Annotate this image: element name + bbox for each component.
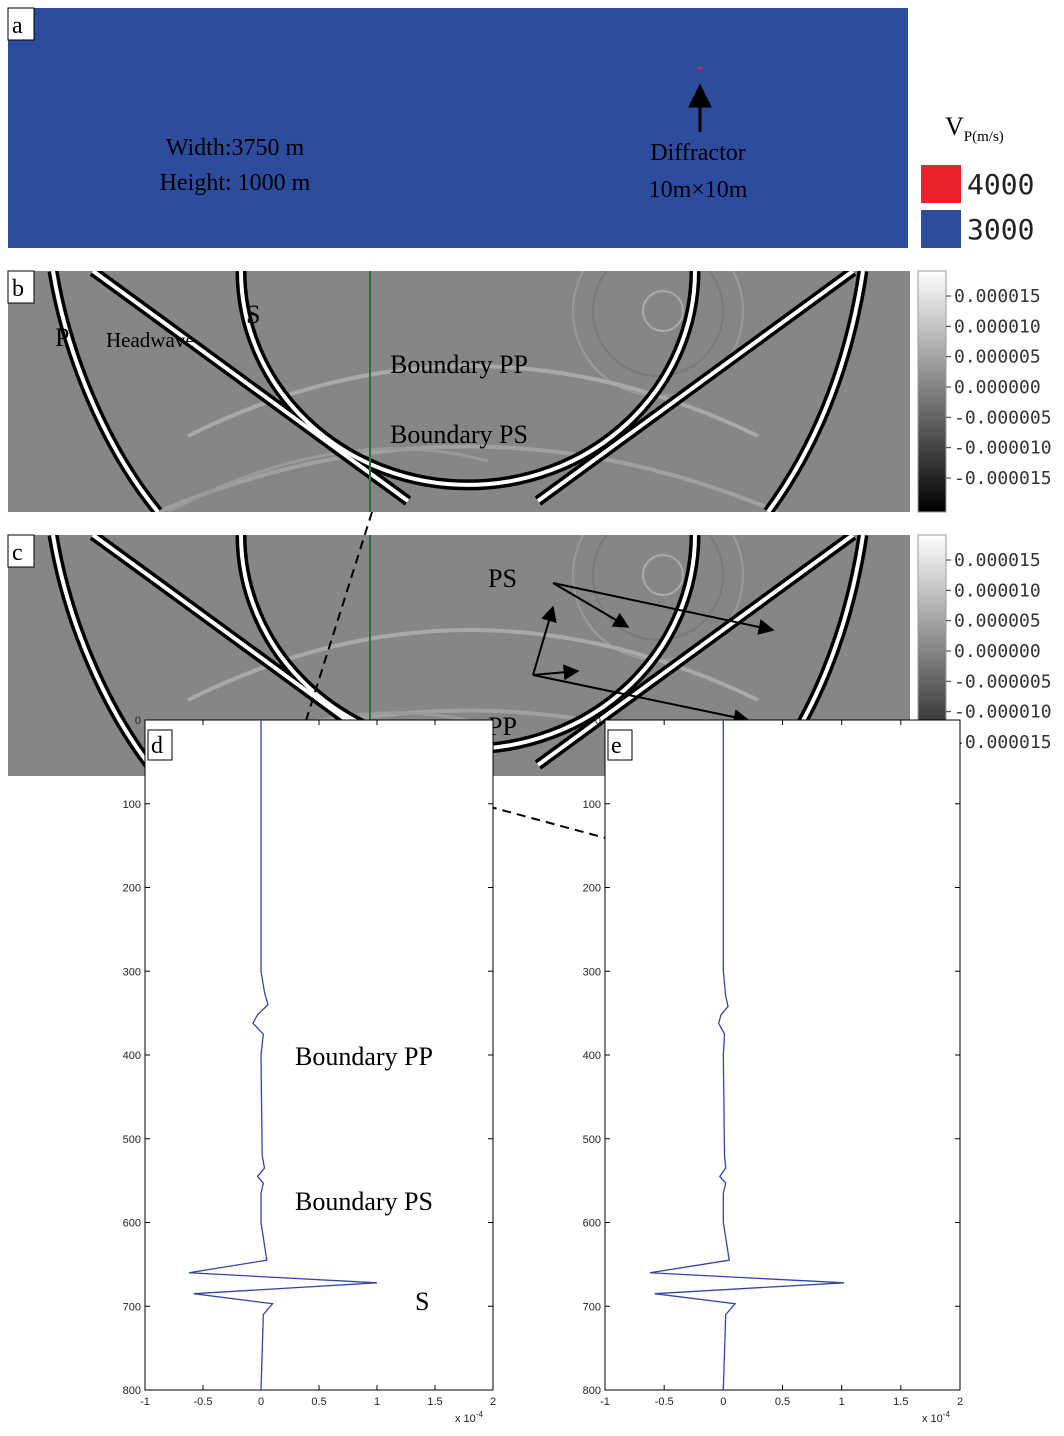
x-tick-label: -0.5 [655, 1396, 674, 1408]
legend-swatch [921, 210, 961, 248]
y-tick-label: 400 [583, 1050, 601, 1062]
annotation: Boundary PS [295, 1187, 433, 1216]
label-box [607, 729, 633, 761]
colorbar-tick-label: 0.000015 [954, 286, 1041, 307]
arrows [532, 582, 775, 725]
legend-title-main: V [945, 112, 964, 141]
colorbar [917, 270, 947, 513]
label-box [7, 534, 35, 568]
x-multiplier: x 10-4 [922, 1410, 950, 1425]
legend: 4000 3000 [921, 165, 1034, 248]
colorbar-tick-label: -0.000015 [954, 468, 1052, 489]
colorbar-tick-label: 0.000005 [954, 347, 1041, 368]
colorbar-tick-label: -0.000010 [954, 438, 1052, 459]
y-tick-label: 200 [583, 883, 601, 895]
label-box [147, 729, 173, 761]
y-tick-label: 0 [135, 715, 141, 727]
x-tick-label: 2 [957, 1396, 963, 1408]
x-tick-label: 0.5 [311, 1396, 326, 1408]
y-tick-label: 300 [583, 966, 601, 978]
colorbar-tick-label: 0.000000 [954, 377, 1041, 398]
annotation: Boundary PP [390, 350, 528, 379]
y-tick-label: 500 [583, 1134, 601, 1146]
x-tick-label: 1.5 [893, 1396, 908, 1408]
annotation: Diffractor [650, 140, 746, 166]
x-tick-label: 1.5 [427, 1396, 442, 1408]
y-tick-label: 700 [123, 1301, 141, 1313]
panel-c: c PS PP 0.0000150.0000100.0000050.000000… [8, 490, 1052, 776]
annotation: Width:3750 m [166, 135, 305, 161]
x-tick-label: 0 [720, 1396, 726, 1408]
x-tick-label: 1 [374, 1396, 380, 1408]
label-box [7, 270, 35, 304]
legend-label: 3000 [967, 213, 1034, 246]
panel-a: a Width:3750 m Height: 1000 m Diffractor… [7, 7, 1034, 248]
plot-area [144, 719, 494, 1391]
colorbar-tick-label: 0.000005 [954, 611, 1041, 632]
annotation: Boundary PP [295, 1042, 433, 1071]
colorbar-ticks: 0.000015 0.000010 0.000005 0.000000 -0.00000… [946, 550, 1052, 753]
colorbar-tick-label: -0.000010 [954, 702, 1052, 723]
y-tick-label: 600 [583, 1218, 601, 1230]
annotation: PS [488, 564, 517, 593]
label-box [7, 7, 35, 41]
x-tick-label: -0.5 [194, 1396, 213, 1408]
y-tick-label: 0 [595, 715, 601, 727]
colorbar-ticks: 0.000015 0.000010 0.000005 0.000000 -0.00000… [946, 286, 1052, 489]
colorbar-tick-label: 0.000015 [954, 550, 1041, 571]
model [8, 8, 908, 248]
x-tick-label: 0 [258, 1396, 264, 1408]
legend-swatch [921, 165, 961, 203]
diffractor [698, 67, 702, 69]
x-tick-label: 0.5 [775, 1396, 790, 1408]
y-tick-label: 600 [123, 1218, 141, 1230]
annotation: 10m×10m [649, 177, 748, 203]
trace [188, 720, 378, 1391]
annotation: S [246, 300, 260, 329]
x-tick-label: 1 [839, 1396, 845, 1408]
colorbar-tick-label: -0.000005 [954, 407, 1052, 428]
colorbar-tick-label: 0.000000 [954, 641, 1041, 662]
x-tick-label: -1 [140, 1396, 150, 1408]
y-tick-label: 300 [123, 966, 141, 978]
x-tick-label: 2 [490, 1396, 496, 1408]
x-multiplier-base: x 10 [922, 1413, 943, 1425]
legend-title-sub: P(m/s) [964, 129, 1004, 145]
x-tick-label: -1 [600, 1396, 610, 1408]
x-multiplier-base: x 10 [455, 1413, 476, 1425]
legend-label: 4000 [967, 168, 1034, 201]
x-multiplier-exponent: -4 [476, 1410, 484, 1419]
trace-plots: -1 -0.5 0 0.5 1 1.5 20100200300400500600700800… [123, 715, 963, 1425]
panel-label: e [611, 733, 622, 759]
panel-label: b [12, 276, 24, 302]
annotation: S [415, 1287, 429, 1316]
annotation: Height: 1000 m [160, 170, 311, 196]
panel-label: d [151, 733, 163, 759]
colorbar-tick-label: 0.000010 [954, 316, 1041, 337]
panel-label: a [12, 13, 23, 39]
y-tick-label: 700 [583, 1301, 601, 1313]
panel-b: b P Headwave S Boundary PP Boundary PS 0… [8, 226, 1052, 512]
x-multiplier-exponent: -4 [943, 1410, 951, 1419]
annotation: Headwave [106, 328, 195, 352]
legend-title: VP(m/s) [945, 112, 1004, 145]
y-tick-label: 100 [583, 799, 601, 811]
trace [649, 720, 845, 1391]
y-tick-label: 800 [583, 1385, 601, 1397]
x-multiplier: x 10-4 [455, 1410, 483, 1425]
y-tick-label: 500 [123, 1134, 141, 1146]
annotation: P [55, 323, 69, 352]
y-tick-label: 800 [123, 1385, 141, 1397]
colorbar-tick-label: 0.000010 [954, 580, 1041, 601]
colorbar-tick-label: -0.000005 [954, 671, 1052, 692]
y-tick-label: 200 [123, 883, 141, 895]
y-tick-label: 400 [123, 1050, 141, 1062]
panel-label: c [12, 540, 23, 566]
y-tick-label: 100 [123, 799, 141, 811]
plot-area [604, 719, 961, 1391]
colorbar-tick-label: -0.000015 [954, 732, 1052, 753]
annotation: Boundary PS [390, 420, 528, 449]
